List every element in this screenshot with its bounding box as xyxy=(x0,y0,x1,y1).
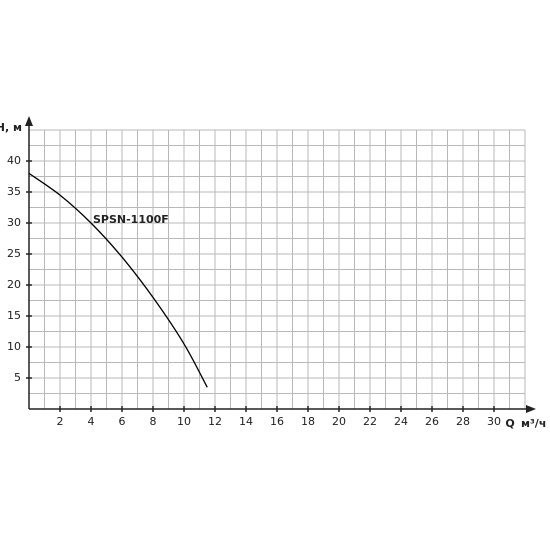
x-tick-label: 2 xyxy=(57,415,64,428)
x-axis-unit: м³/ч xyxy=(521,417,546,430)
y-tick-label: 5 xyxy=(14,371,21,384)
x-axis-arrow xyxy=(526,405,536,413)
y-tick-label: 15 xyxy=(7,309,21,322)
x-tick-label: 18 xyxy=(301,415,315,428)
y-tick-label: 30 xyxy=(7,216,21,229)
x-tick-label: 22 xyxy=(363,415,377,428)
y-axis-label: H, м xyxy=(0,121,22,134)
y-axis-arrow xyxy=(25,116,33,126)
x-tick-label: 26 xyxy=(425,415,439,428)
x-tick-label: 4 xyxy=(88,415,95,428)
x-tick-label: 20 xyxy=(332,415,346,428)
y-tick-label: 35 xyxy=(7,185,21,198)
x-tick-label: 6 xyxy=(119,415,126,428)
x-tick-label: 12 xyxy=(208,415,222,428)
x-tick-label: 8 xyxy=(150,415,157,428)
x-tick-label: 24 xyxy=(394,415,408,428)
y-tick-label: 20 xyxy=(7,278,21,291)
x-tick-label: 14 xyxy=(239,415,253,428)
x-tick-label: 16 xyxy=(270,415,284,428)
curve xyxy=(28,172,208,388)
y-tick-label: 40 xyxy=(7,154,21,167)
y-tick-label: 25 xyxy=(7,247,21,260)
x-tick-label: 30 xyxy=(487,415,501,428)
x-axis-label: Q xyxy=(505,417,514,430)
y-tick-label: 10 xyxy=(7,340,21,353)
x-tick-label: 10 xyxy=(177,415,191,428)
series-label: SPSN-1100F xyxy=(93,213,169,226)
x-tick-label: 28 xyxy=(456,415,470,428)
